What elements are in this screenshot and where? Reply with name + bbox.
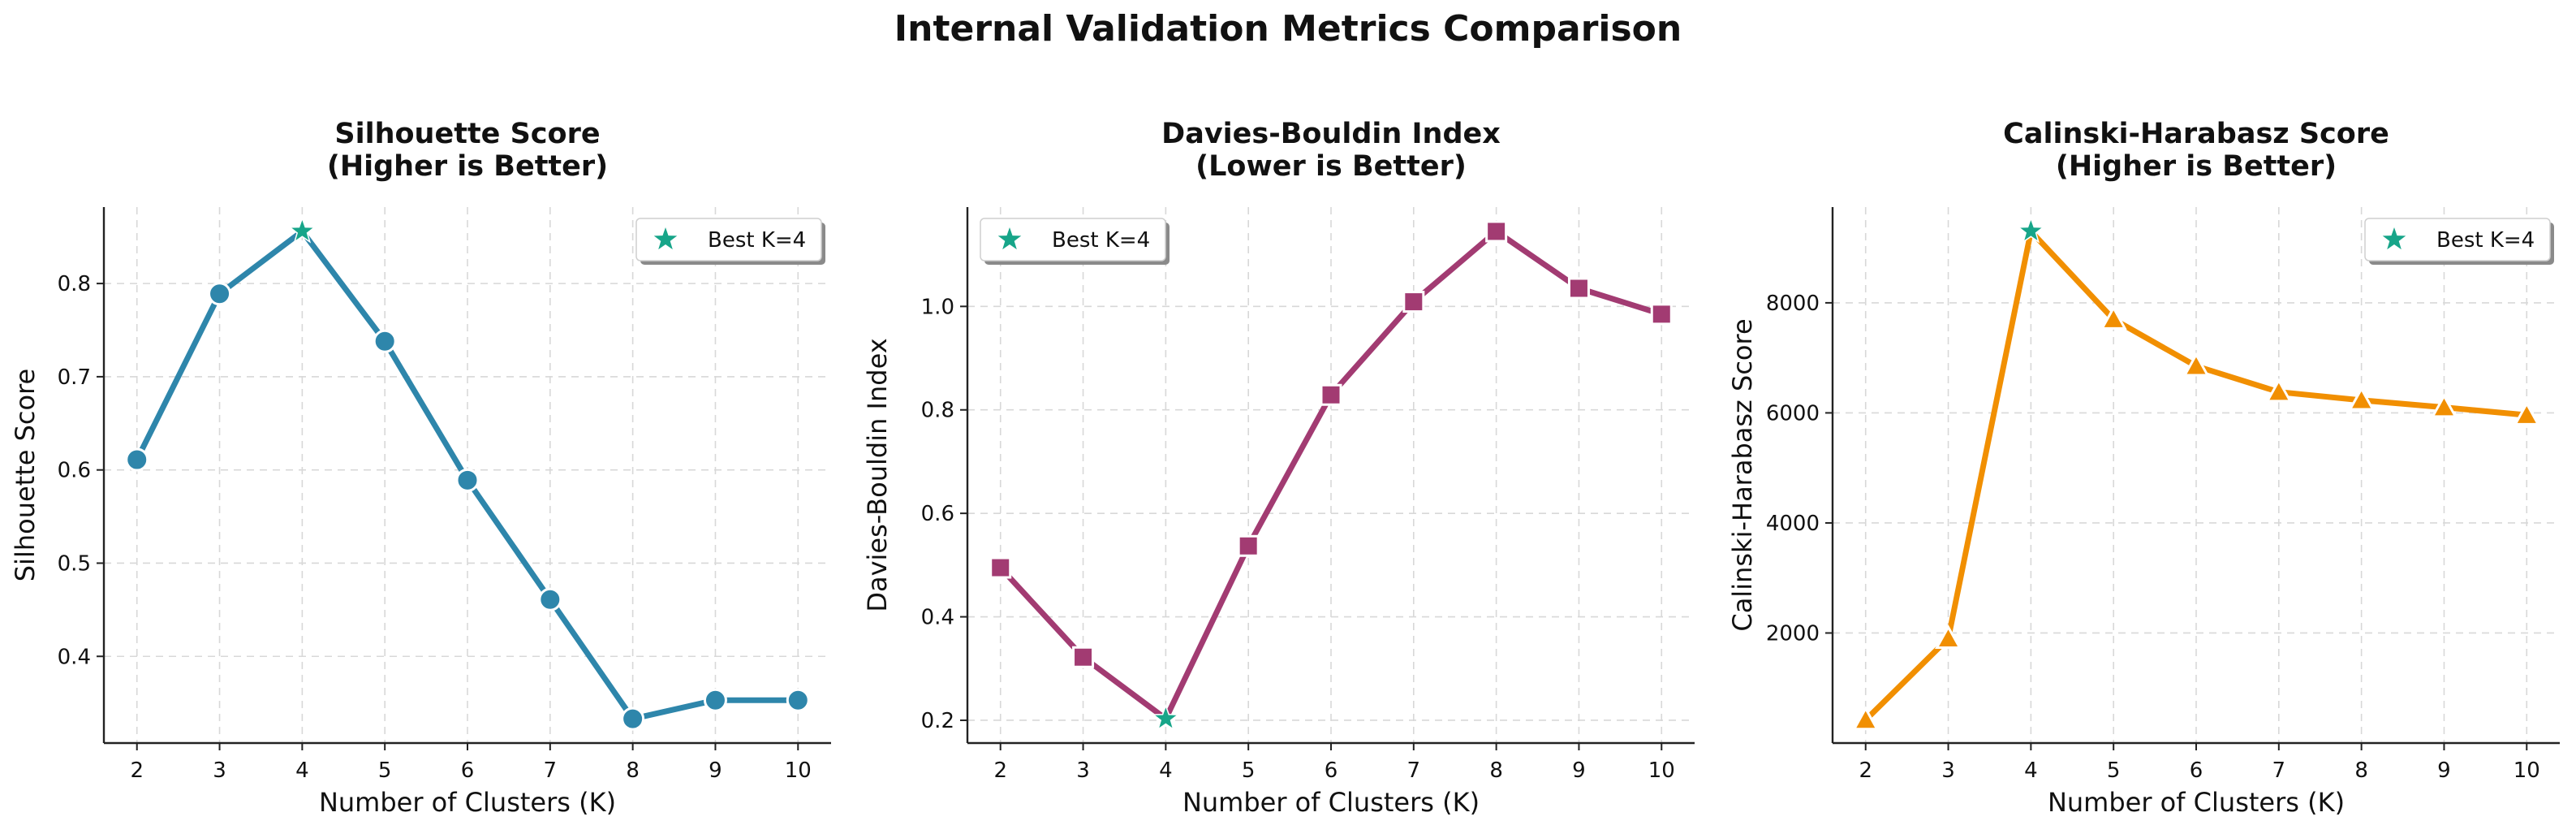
y-axis-label: Calinski-Harabasz Score [1727,318,1758,631]
y-tick-label: 0.2 [921,709,954,733]
panel-subtitle: (Lower is Better) [1195,150,1467,183]
y-tick-label: 0.6 [58,459,91,483]
y-tick-label: 0.5 [58,551,91,576]
x-tick-label: 3 [1076,758,1090,783]
data-point [2513,401,2540,426]
y-tick-label: 2000 [1766,621,1820,646]
legend-star-icon [997,227,1022,250]
y-axis-label: Silhouette Score [10,369,41,582]
data-point [1072,646,1095,668]
x-tick-label: 5 [2107,758,2121,783]
x-axis-label: Number of Clusters (K) [1182,787,1480,818]
panel-title: Silhouette Score [334,118,600,150]
data-point [703,688,727,712]
data-point [989,556,1012,579]
y-tick-label: 1.0 [921,295,954,319]
legend: Best K=4 [635,218,825,265]
y-tick-label: 0.4 [58,645,91,669]
data-point [1402,291,1425,313]
legend: Best K=4 [980,218,1170,265]
data-point [1485,220,1508,243]
data-point [2430,393,2458,418]
data-point [455,468,480,492]
data-point [2348,386,2376,411]
y-axis-label: Davies-Bouldin Index [862,338,893,611]
data-point [125,447,149,472]
data-point [1650,303,1673,326]
data-point [2265,378,2293,403]
figure-title: Internal Validation Metrics Comparison [894,8,1682,50]
x-tick-label: 3 [1941,758,1955,783]
x-tick-label: 5 [1242,758,1256,783]
data-point [786,688,810,712]
panel-title: Calinski-Harabasz Score [2003,118,2389,150]
x-tick-label: 7 [1407,758,1421,783]
x-tick-label: 4 [295,758,309,783]
best-k-star-marker [288,216,317,244]
x-axis-label: Number of Clusters (K) [2048,787,2345,818]
x-tick-label: 6 [461,758,475,783]
x-axis-label: Number of Clusters (K) [319,787,616,818]
x-tick-label: 7 [2272,758,2286,783]
x-tick-label: 3 [213,758,226,783]
best-k-star-marker [2017,216,2045,244]
y-tick-label: 0.8 [921,399,954,423]
x-tick-label: 8 [2354,758,2368,783]
data-point [1320,383,1342,406]
data-point [1934,624,1962,649]
data-point [1237,534,1260,557]
x-tick-label: 7 [544,758,558,783]
x-tick-label: 2 [1859,758,1872,783]
data-point [1852,706,1880,731]
y-tick-label: 8000 [1766,292,1820,316]
panel-subtitle: (Higher is Better) [2056,150,2337,183]
data-point [2182,352,2210,377]
data-point [1567,277,1590,300]
legend-label: Best K=4 [2436,228,2535,253]
data-point [208,282,232,306]
legend-label: Best K=4 [708,228,806,253]
y-tick-label: 0.6 [921,502,954,526]
gridlines [1833,207,2560,743]
x-tick-label: 5 [378,758,392,783]
data-point [373,329,397,353]
panel-title: Davies-Bouldin Index [1161,118,1501,150]
data-point [538,587,562,611]
y-tick-label: 0.7 [58,365,91,390]
x-tick-label: 4 [2024,758,2038,783]
y-tick-label: 6000 [1766,401,1820,426]
x-tick-label: 2 [993,758,1007,783]
legend-star-icon [2382,227,2406,250]
x-tick-label: 8 [1489,758,1503,783]
chart-panel-3: Calinski-Harabasz Score(Higher is Better… [1727,118,2560,818]
chart-panel-2: Davies-Bouldin Index(Lower is Better)2 3 4… [862,118,1695,818]
legend-box [635,218,822,261]
x-tick-label: 4 [1159,758,1173,783]
y-tick-label: 0.4 [921,606,954,630]
y-tick-label: 4000 [1766,512,1820,536]
x-tick-label: 6 [1325,758,1338,783]
data-point [2100,305,2127,330]
panel-subtitle: (Higher is Better) [327,150,608,183]
x-tick-label: 8 [626,758,640,783]
x-tick-label: 6 [2190,758,2203,783]
legend: Best K=4 [2364,218,2554,265]
legend-star-icon [653,227,678,250]
best-k-star-marker [1152,703,1180,731]
y-tick-label: 0.8 [58,272,91,296]
data-point [621,707,645,731]
x-tick-label: 10 [2514,758,2540,783]
chart-panel-1: Silhouette Score(Higher is Better)2 3 4 5 6 7… [10,118,831,818]
x-tick-label: 9 [2437,758,2451,783]
x-tick-label: 9 [1572,758,1586,783]
legend-box [2364,218,2551,261]
x-tick-label: 10 [785,758,812,783]
legend-box [980,218,1166,261]
x-tick-label: 9 [709,758,722,783]
x-tick-label: 10 [1648,758,1675,783]
x-tick-label: 2 [130,758,144,783]
legend-label: Best K=4 [1052,228,1150,253]
